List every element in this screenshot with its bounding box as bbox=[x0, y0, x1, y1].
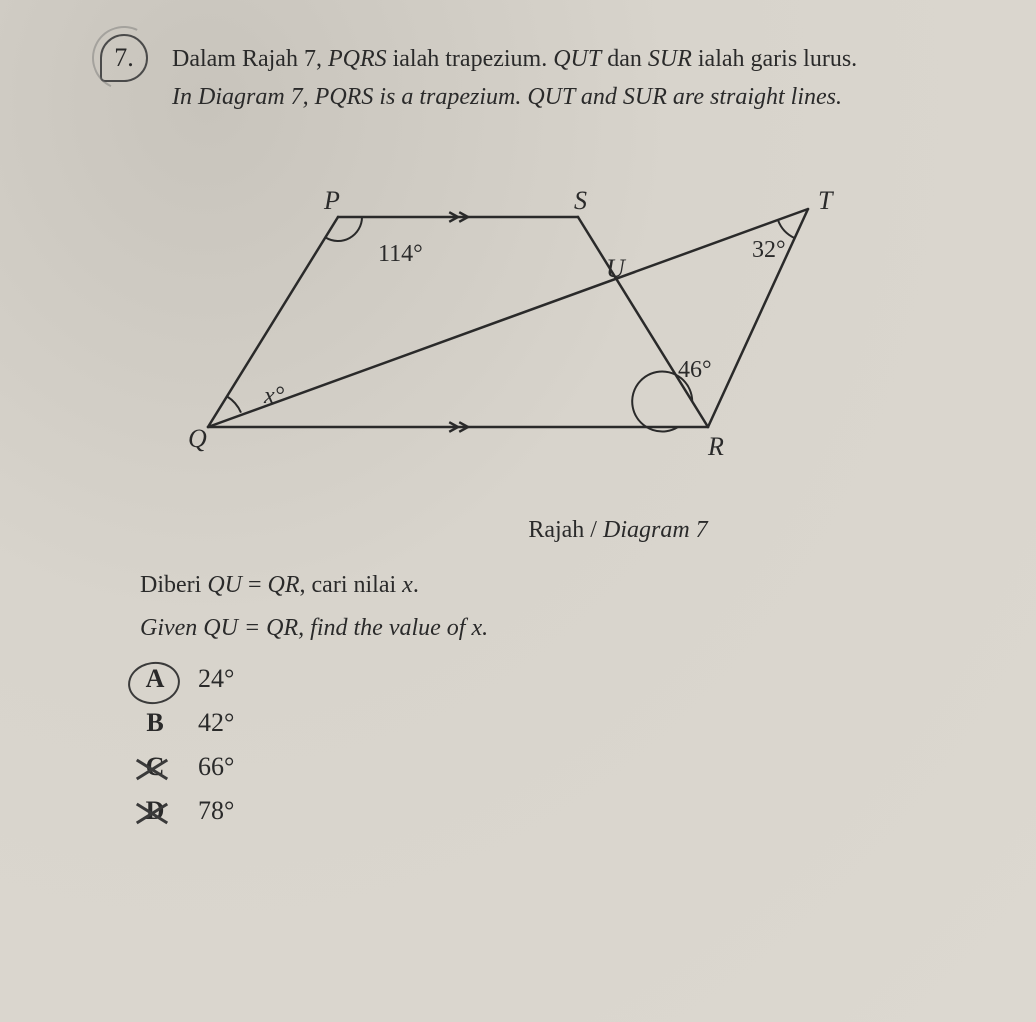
question-text: Dalam Rajah 7, PQRS ialah trapezium. QUT… bbox=[172, 40, 857, 117]
svg-text:T: T bbox=[818, 186, 834, 215]
question-number: 7. bbox=[100, 34, 148, 82]
option-value: 42° bbox=[198, 708, 234, 738]
caption-italic: Diagram 7 bbox=[603, 517, 708, 543]
svg-text:32°: 32° bbox=[752, 237, 786, 263]
option-value: 24° bbox=[198, 664, 234, 694]
given-malay: Diberi QU = QR, cari nilai x. bbox=[140, 564, 976, 607]
pen-circle bbox=[125, 659, 182, 708]
svg-text:114°: 114° bbox=[378, 241, 423, 267]
caption-prefix: Rajah / bbox=[528, 517, 603, 543]
geometry-diagram: P S T U Q R 114° 32° 46° x° bbox=[168, 187, 868, 487]
option-D[interactable]: D78° bbox=[140, 796, 976, 826]
worksheet-page: 7. Dalam Rajah 7, PQRS ialah trapezium. … bbox=[0, 0, 1036, 1022]
question-row: 7. Dalam Rajah 7, PQRS ialah trapezium. … bbox=[100, 40, 976, 117]
question-english: In Diagram 7, PQRS is a trapezium. QUT a… bbox=[172, 78, 857, 116]
option-C[interactable]: C66° bbox=[140, 752, 976, 782]
pen-cross bbox=[134, 754, 168, 784]
option-letter: B bbox=[140, 708, 170, 738]
option-value: 78° bbox=[198, 796, 234, 826]
given-english: Given QU = QR, find the value of x. bbox=[140, 607, 976, 650]
svg-text:Q: Q bbox=[188, 424, 207, 453]
svg-text:U: U bbox=[606, 254, 627, 283]
diagram-caption: Rajah / Diagram 7 bbox=[260, 517, 976, 544]
option-A[interactable]: A24° bbox=[140, 664, 976, 694]
svg-text:P: P bbox=[323, 186, 340, 215]
options-list: A24° B 42° C66° D78° bbox=[140, 664, 976, 826]
option-B[interactable]: B 42° bbox=[140, 708, 976, 738]
question-malay: Dalam Rajah 7, PQRS ialah trapezium. QUT… bbox=[172, 40, 857, 78]
svg-text:S: S bbox=[574, 186, 587, 215]
svg-text:R: R bbox=[707, 432, 724, 461]
option-value: 66° bbox=[198, 752, 234, 782]
svg-text:46°: 46° bbox=[678, 357, 712, 383]
given-block: Diberi QU = QR, cari nilai x. Given QU =… bbox=[140, 564, 976, 650]
svg-text:x°: x° bbox=[263, 383, 285, 409]
pen-cross bbox=[134, 798, 168, 828]
